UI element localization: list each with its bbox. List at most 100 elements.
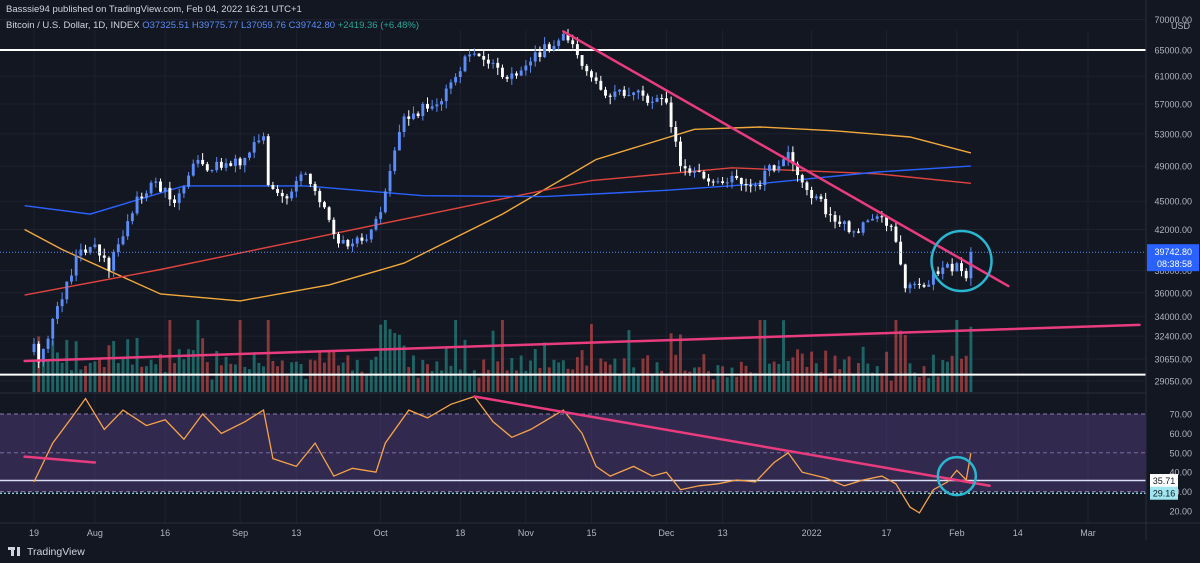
candle-body (243, 157, 247, 166)
candle-body (55, 306, 59, 319)
candle (669, 96, 673, 133)
candle (716, 177, 720, 184)
candle-body (908, 284, 912, 289)
volume-bar (711, 379, 715, 392)
candle-body (182, 186, 186, 194)
candle-body (402, 116, 406, 132)
candle (861, 221, 865, 236)
rsi-line (33, 395, 972, 514)
volume-bar (913, 372, 917, 392)
candle-body (154, 181, 158, 183)
last-price-badge (1147, 244, 1199, 272)
candle-body (955, 263, 959, 272)
candle (515, 71, 518, 79)
candle (210, 169, 214, 173)
time-tick-label: Oct (374, 528, 389, 538)
volume-bar (500, 320, 504, 392)
candle (224, 158, 228, 172)
rsi-trendline (23, 455, 97, 464)
candle (903, 263, 907, 293)
candle (580, 55, 584, 70)
candle (753, 182, 757, 192)
volume-bar (88, 362, 92, 392)
candle-body (688, 168, 692, 173)
candle (285, 193, 289, 205)
candle-body (679, 141, 682, 167)
candle (711, 179, 715, 186)
volume-bar (102, 366, 106, 392)
rsi-tick-label: 30.00 (1169, 487, 1192, 497)
candle-body (964, 271, 968, 279)
volume-bar (650, 375, 654, 392)
candle (294, 176, 298, 198)
volume-bar (140, 366, 144, 392)
volume-bar (70, 370, 73, 392)
time-tick-label: 14 (1013, 528, 1023, 538)
volume-bar (866, 363, 870, 392)
candle (735, 169, 739, 181)
candle (889, 224, 893, 232)
currency-label: USD (1171, 21, 1191, 31)
volume-bar (604, 361, 607, 392)
candle (899, 235, 903, 266)
volume-bar (871, 372, 874, 392)
candle-body (407, 116, 411, 119)
rsi-tick-label: 40.00 (1169, 468, 1192, 478)
volume-bars (32, 320, 973, 392)
volume-bar (768, 363, 771, 392)
candle-body (238, 158, 242, 166)
candle (688, 165, 692, 176)
candlestick-series (32, 28, 973, 369)
candle (140, 192, 144, 204)
candle (360, 233, 364, 245)
price-tick-label: 61000.00 (1154, 72, 1192, 82)
candle-body (112, 251, 116, 271)
candle-body (224, 163, 228, 168)
candle (777, 160, 781, 173)
candle (585, 63, 589, 76)
candle (927, 280, 931, 287)
candle-body (580, 55, 584, 66)
candle-body (168, 187, 172, 200)
rsi-level-label: 29.16 (1153, 489, 1176, 499)
volume-bar (416, 377, 420, 392)
volume-bar (538, 367, 542, 392)
time-tick-label: 13 (291, 528, 301, 538)
candle-body (196, 159, 200, 164)
volume-bar (210, 379, 214, 392)
candle (407, 110, 411, 126)
volume-bar (777, 363, 781, 392)
candle-body (950, 263, 954, 272)
candle (857, 228, 860, 234)
candle-body (280, 192, 284, 197)
price-highlight-circle (930, 229, 993, 293)
moving-average-line (24, 167, 971, 296)
volume-bar (786, 360, 790, 392)
candle-body (107, 257, 111, 271)
candle-body (763, 170, 767, 186)
volume-bar (515, 370, 518, 392)
candle (505, 75, 509, 82)
candle-body (903, 264, 907, 289)
candle (510, 67, 514, 85)
candle-body (41, 348, 45, 363)
candle (215, 156, 219, 173)
candle (533, 45, 537, 67)
time-tick-label: Mar (1080, 528, 1096, 538)
symbol-name: Bitcoin / U.S. Dollar, 1D, INDEX (6, 20, 140, 31)
volume-bar (632, 367, 636, 392)
candle-body (646, 95, 650, 103)
candle (60, 292, 64, 313)
candle (266, 133, 270, 187)
candle (524, 60, 528, 76)
candle-body (627, 94, 631, 96)
candle (229, 160, 233, 167)
candle-body (116, 244, 120, 252)
candle-body (796, 163, 800, 176)
candle-body (135, 196, 139, 214)
candle (322, 200, 326, 209)
candle-body (585, 65, 589, 72)
trendlines (23, 30, 1141, 363)
